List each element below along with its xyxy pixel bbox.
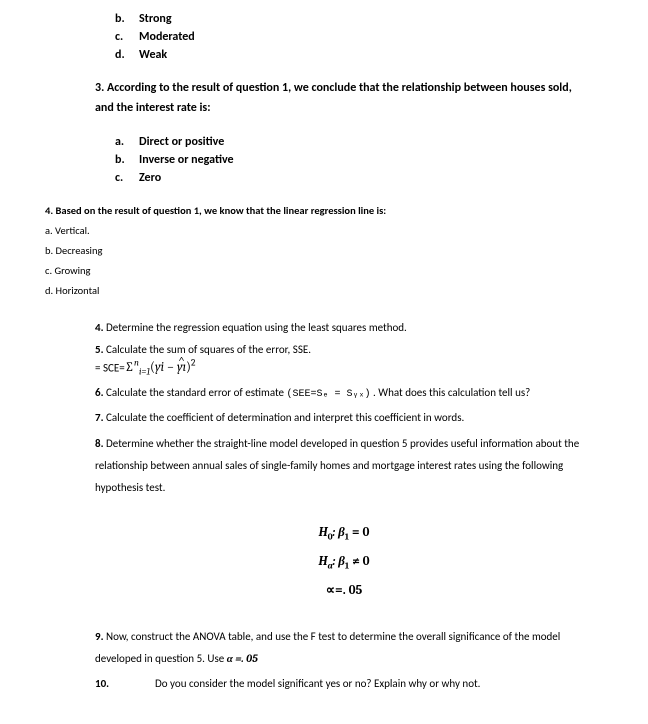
question-text-a: Calculate the standard error of estimate (106, 386, 287, 399)
option-b: b. Strong (115, 10, 593, 28)
sse-formula: ∑ni=1(yi − ^yı)2 (125, 360, 196, 375)
null-hypothesis: H0: β1 = 0 (95, 519, 593, 548)
question-number: 5. (95, 343, 104, 356)
option-c: c. Moderated (115, 28, 593, 46)
question-text: Now, construct the ANOVA table, and use … (95, 630, 560, 665)
question-number: 9. (95, 630, 104, 643)
question-text: Determine whether the straight-line mode… (95, 437, 579, 494)
option-letter: b. (115, 151, 139, 169)
alt-hypothesis: Ha: β1 ≠ 0 (95, 548, 593, 577)
option-b: b. Inverse or negative (115, 151, 593, 169)
question-5: 5. Calculate the sum of squares of the e… (95, 343, 593, 378)
option-c: c. Growing (45, 261, 593, 281)
option-text: Weak (139, 46, 167, 64)
option-d: d. Weak (115, 46, 593, 64)
question-9: 9. Now, construct the ANOVA table, and u… (95, 626, 593, 670)
option-text: Strong (139, 10, 172, 28)
alpha-value: α =. 05 (227, 652, 258, 665)
option-text: Zero (139, 169, 161, 187)
option-text: Moderated (139, 28, 195, 46)
option-b: b. Decreasing (45, 241, 593, 261)
question-number: 3. (95, 81, 104, 95)
question-text-b: . What does this calculation tell us? (371, 386, 531, 399)
option-list-top: b. Strong c. Moderated d. Weak (115, 10, 593, 64)
option-d: d. Horizontal (45, 281, 593, 301)
hypothesis-test: H0: β1 = 0 Ha: β1 ≠ 0 ∝=. 05 (95, 519, 593, 606)
question-3-options: a. Direct or positive b. Inverse or nega… (115, 133, 593, 187)
question-number: 4. (95, 321, 104, 334)
option-a: a. Direct or positive (115, 133, 593, 151)
question-text: Calculate the sum of squares of the erro… (106, 343, 311, 356)
question-3: 3. According to the result of question 1… (95, 78, 593, 119)
question-number: 7. (95, 411, 104, 424)
question-number: 6. (95, 386, 104, 399)
option-letter: b. (115, 10, 139, 28)
question-8: 8. Determine whether the straight-line m… (95, 433, 593, 499)
option-c: c. Zero (115, 169, 593, 187)
option-letter: c. (115, 28, 139, 46)
question-text: Determine the regression equation using … (106, 321, 407, 334)
question-4-text: 4. Based on the result of question 1, we… (45, 201, 593, 221)
question-4b: 4. Determine the regression equation usi… (95, 318, 593, 339)
alpha-level: ∝=. 05 (95, 577, 593, 606)
question-text: Calculate the coefficient of determinati… (106, 411, 464, 424)
option-text: Direct or positive (139, 133, 224, 151)
question-text: Do you consider the model significant ye… (155, 674, 480, 695)
option-letter: d. (115, 46, 139, 64)
question-number: 10. (95, 674, 155, 695)
question-set: 4. Determine the regression equation usi… (95, 318, 593, 694)
formula-prefix: = SCE= (95, 361, 125, 374)
option-letter: c. (115, 169, 139, 187)
option-text: Inverse or negative (139, 151, 234, 169)
see-code: (SEE=Sₑ = Sᵧₓ) (287, 389, 371, 400)
question-4: 4. Based on the result of question 1, we… (45, 201, 593, 301)
question-text: According to the result of question 1, w… (95, 81, 572, 115)
option-letter: a. (115, 133, 139, 151)
question-10: 10. Do you consider the model significan… (95, 674, 593, 695)
option-a: a. Vertical. (45, 221, 593, 241)
question-number: 8. (95, 437, 104, 450)
question-7: 7. Calculate the coefficient of determin… (95, 408, 593, 429)
question-6: 6. Calculate the standard error of estim… (95, 383, 593, 404)
